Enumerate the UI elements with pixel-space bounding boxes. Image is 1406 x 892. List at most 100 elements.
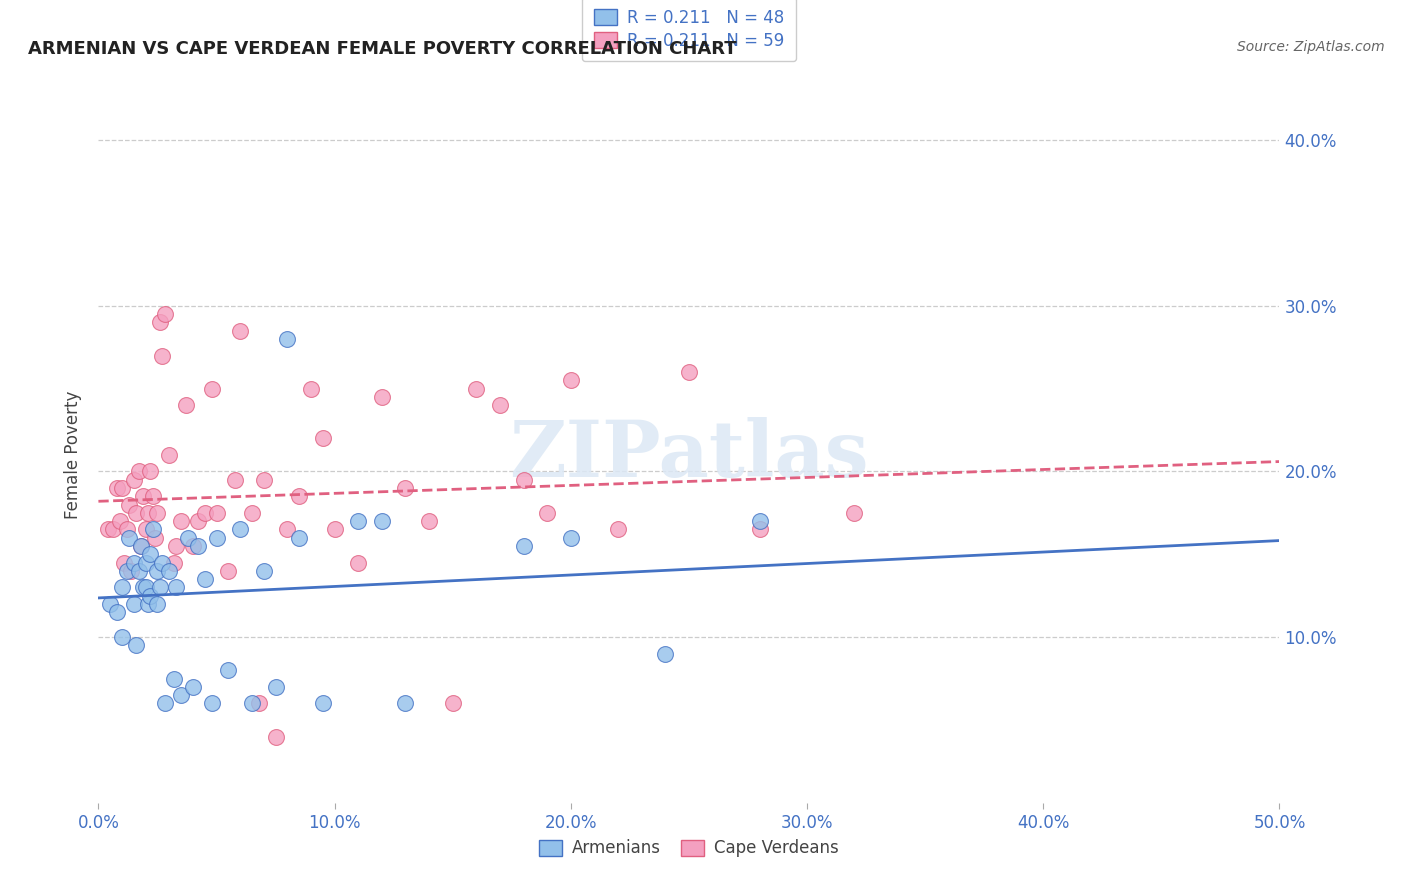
Point xyxy=(115,564,138,578)
Point xyxy=(217,564,239,578)
Point xyxy=(678,365,700,379)
Point xyxy=(153,307,176,321)
Point xyxy=(143,531,166,545)
Point xyxy=(181,680,204,694)
Point xyxy=(98,597,121,611)
Point xyxy=(844,506,866,520)
Point xyxy=(146,506,169,520)
Point xyxy=(205,506,228,520)
Point xyxy=(187,539,209,553)
Point xyxy=(240,506,263,520)
Text: ARMENIAN VS CAPE VERDEAN FEMALE POVERTY CORRELATION CHART: ARMENIAN VS CAPE VERDEAN FEMALE POVERTY … xyxy=(28,40,737,58)
Point xyxy=(165,539,187,553)
Point xyxy=(139,465,162,479)
Point xyxy=(312,697,335,711)
Point xyxy=(135,523,157,537)
Point xyxy=(170,688,193,702)
Point xyxy=(139,547,162,561)
Point xyxy=(105,605,128,619)
Point xyxy=(205,531,228,545)
Point xyxy=(229,523,252,537)
Point xyxy=(118,531,141,545)
Point xyxy=(536,506,558,520)
Point xyxy=(394,481,416,495)
Point xyxy=(122,597,145,611)
Point xyxy=(489,398,512,412)
Point xyxy=(150,349,173,363)
Point xyxy=(607,523,630,537)
Point xyxy=(177,531,200,545)
Point xyxy=(165,581,187,595)
Point xyxy=(253,473,276,487)
Point xyxy=(748,523,770,537)
Point xyxy=(142,523,165,537)
Point xyxy=(111,481,134,495)
Point xyxy=(121,564,143,578)
Point xyxy=(112,556,135,570)
Point xyxy=(111,630,134,644)
Point xyxy=(135,556,157,570)
Point xyxy=(122,556,145,570)
Point xyxy=(149,581,172,595)
Point xyxy=(136,597,159,611)
Point xyxy=(129,539,152,553)
Point xyxy=(122,473,145,487)
Point xyxy=(101,523,124,537)
Point xyxy=(128,465,150,479)
Point xyxy=(299,382,322,396)
Point xyxy=(201,697,224,711)
Point xyxy=(157,564,180,578)
Point xyxy=(111,581,134,595)
Text: ZIPatlas: ZIPatlas xyxy=(509,417,869,493)
Point xyxy=(125,639,148,653)
Point xyxy=(512,539,534,553)
Point xyxy=(170,514,193,528)
Y-axis label: Female Poverty: Female Poverty xyxy=(65,391,83,519)
Point xyxy=(135,581,157,595)
Point xyxy=(394,697,416,711)
Point xyxy=(132,489,155,503)
Point xyxy=(129,539,152,553)
Point xyxy=(224,473,246,487)
Point xyxy=(371,514,394,528)
Point xyxy=(465,382,488,396)
Point xyxy=(560,531,582,545)
Point xyxy=(371,390,394,404)
Point xyxy=(146,564,169,578)
Point xyxy=(194,506,217,520)
Point xyxy=(181,539,204,553)
Point xyxy=(441,697,464,711)
Point xyxy=(418,514,440,528)
Point xyxy=(194,572,217,586)
Point xyxy=(97,523,120,537)
Point xyxy=(163,672,186,686)
Point xyxy=(654,647,676,661)
Point xyxy=(146,597,169,611)
Point xyxy=(512,473,534,487)
Point xyxy=(136,506,159,520)
Text: Source: ZipAtlas.com: Source: ZipAtlas.com xyxy=(1237,40,1385,54)
Point xyxy=(132,581,155,595)
Point xyxy=(108,514,131,528)
Point xyxy=(153,697,176,711)
Point xyxy=(253,564,276,578)
Point xyxy=(312,431,335,445)
Point xyxy=(105,481,128,495)
Point xyxy=(157,448,180,462)
Point xyxy=(288,489,311,503)
Point xyxy=(288,531,311,545)
Point xyxy=(240,697,263,711)
Point xyxy=(748,514,770,528)
Point xyxy=(217,663,239,677)
Point xyxy=(264,730,287,744)
Legend: Armenians, Cape Verdeans: Armenians, Cape Verdeans xyxy=(531,833,846,864)
Point xyxy=(149,315,172,329)
Point xyxy=(247,697,270,711)
Point xyxy=(139,589,162,603)
Point xyxy=(560,373,582,387)
Point xyxy=(187,514,209,528)
Point xyxy=(174,398,197,412)
Point xyxy=(347,514,370,528)
Point xyxy=(125,506,148,520)
Point xyxy=(142,489,165,503)
